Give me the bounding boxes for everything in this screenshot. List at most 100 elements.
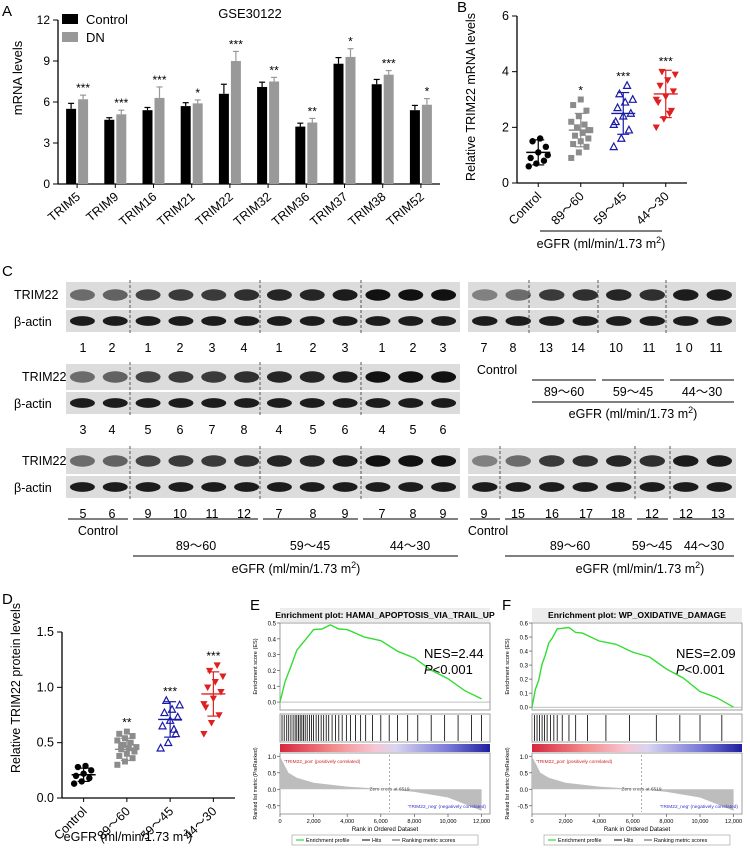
group-label-44-30: 44～30 <box>682 385 722 399</box>
lane-number: 8 <box>510 341 517 355</box>
group-label-44-30: 44～30 <box>684 539 724 553</box>
trim22-band <box>505 455 531 467</box>
data-point <box>628 94 638 103</box>
y-tick-label: 12 <box>37 13 51 27</box>
gsea-plot-e: E Enrichment plot: HAMAI_APOPTOSIS_VIA_TR… <box>250 597 495 846</box>
actin-band <box>332 316 358 326</box>
significance-label: *** <box>659 54 673 68</box>
data-point <box>129 733 136 740</box>
trim22-band <box>332 455 358 467</box>
significance-label: *** <box>229 37 243 51</box>
significance-label: ** <box>308 104 318 118</box>
lane-number: 3 <box>440 341 447 355</box>
lane-number: 12 <box>237 507 251 521</box>
trim22-band <box>135 289 161 301</box>
lane-number: 2 <box>310 341 317 355</box>
chart-d: D Relative TRIM22 protein levels 0.0 0.5 1… <box>2 591 235 844</box>
data-point <box>665 110 674 118</box>
data-point <box>568 118 575 125</box>
y-tick-label: 4 <box>502 65 509 79</box>
gsea-plot-f: F Enrichment plot: WP_OXIDATIVE_DAMAGE 0.0… <box>502 597 743 846</box>
trim22-band <box>135 371 161 383</box>
x-tick-label: TRIM16 <box>116 190 159 229</box>
y-tick-label: 0.2 <box>520 678 529 684</box>
bar <box>66 108 77 184</box>
lane-number: 6 <box>440 423 447 437</box>
metric-area <box>280 756 482 811</box>
metric-area <box>532 756 734 811</box>
actin-band <box>539 316 565 326</box>
x-tick-label: 2,000 <box>559 819 573 825</box>
chart-a: A GSE30122 mRNA levels 036912***TRIM5***… <box>2 3 440 229</box>
significance-label: *** <box>152 73 166 87</box>
x-axis-label: Rank in Ordered Dataset <box>352 827 419 833</box>
bar <box>345 56 356 184</box>
actin-band <box>332 482 358 492</box>
lane-number: 3 <box>209 341 216 355</box>
data-point <box>200 701 208 708</box>
egfr-label: eGFR (ml/min/1.73 m2) <box>569 405 698 421</box>
trim22-band <box>168 371 194 383</box>
actin-band <box>572 482 598 492</box>
plot-area: 036912***TRIM5***TRIM9***TRIM16*TRIM21**… <box>37 13 440 229</box>
data-point <box>529 138 536 145</box>
data-point <box>609 141 619 151</box>
rank-gradient <box>532 744 742 752</box>
data-point <box>527 154 534 162</box>
data-point <box>72 772 80 780</box>
legend: Control DN <box>62 12 128 45</box>
data-point <box>88 767 95 774</box>
actin-band <box>69 398 95 408</box>
legend-swatch-dn <box>62 32 78 42</box>
data-point <box>656 82 664 90</box>
lane-number: 8 <box>241 423 248 437</box>
y-tick-label: 2 <box>502 120 509 134</box>
lane-number: 5 <box>310 423 317 437</box>
trim22-band <box>706 455 732 467</box>
actin-band <box>431 398 457 408</box>
plot-title: Enrichment plot: HAMAI_APOPTOSIS_VIA_TRA… <box>275 610 495 620</box>
y-tick-label: 0.4 <box>268 637 277 643</box>
lane-number: 4 <box>276 423 283 437</box>
lane-number: 7 <box>209 423 216 437</box>
trim22-band <box>365 289 391 301</box>
significance-label: * <box>578 84 583 98</box>
lane-number: 10 <box>173 507 187 521</box>
y-axis-label: Ranked list metric (PreRanked) <box>505 747 511 819</box>
x-tick-label: 12,000 <box>473 819 490 825</box>
trim22-band <box>168 455 194 467</box>
lane-number: 1 <box>379 341 386 355</box>
actin-band <box>398 316 424 326</box>
lane-number: 12 <box>645 507 659 521</box>
x-axis-label: Rank in Ordered Dataset <box>604 827 671 833</box>
group-label-control: Control <box>78 524 118 538</box>
actin-band <box>431 482 457 492</box>
data-point <box>86 774 93 782</box>
actin-band <box>472 316 498 326</box>
actin-band <box>706 482 732 492</box>
lane-number: 5 <box>145 423 152 437</box>
es-frame <box>279 622 491 711</box>
y-tick-label: 1.0 <box>37 680 54 694</box>
y-tick-label: 0.0 <box>520 706 529 712</box>
trim22-band <box>201 455 227 467</box>
group-label-89-60: 89～60 <box>176 539 216 553</box>
actin-band <box>706 316 732 326</box>
significance-label: * <box>348 35 353 49</box>
bar <box>295 126 306 184</box>
y-axis-label: Enrichment score (ES) <box>505 638 511 694</box>
data-point <box>570 102 577 109</box>
hits-frame <box>279 713 491 743</box>
trim22-band <box>69 371 95 383</box>
plot-area: 0.00.51.01.5Control**89～60***59～45***44～… <box>37 625 235 843</box>
trim22-band <box>135 455 161 467</box>
lane-number: 6 <box>177 423 184 437</box>
actin-band <box>299 482 325 492</box>
data-point <box>219 673 227 681</box>
trim22-strip <box>66 282 460 308</box>
actin-band <box>266 316 292 326</box>
actin-band <box>234 398 260 408</box>
lane-number: 17 <box>579 507 593 521</box>
data-point <box>664 77 672 84</box>
